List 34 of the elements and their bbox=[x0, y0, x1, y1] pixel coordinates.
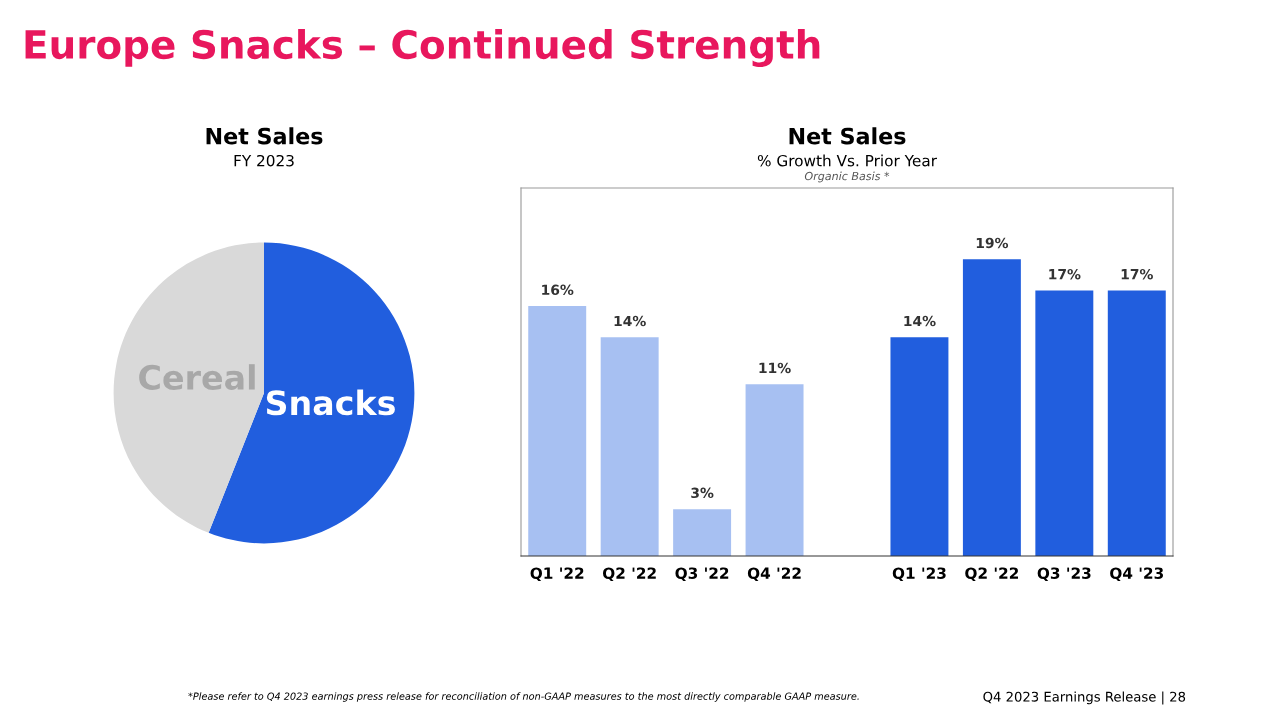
x-tick-label: Q4 '22 bbox=[747, 567, 801, 581]
bar bbox=[745, 384, 804, 556]
x-tick-label: Q1 '22 bbox=[530, 567, 584, 581]
text: *Please refer to Q4 2023 earnings press release for reconciliation of non-GAAP measures to the most directly comparable GAAP measure. bbox=[188, 692, 859, 702]
data-label: 17% bbox=[1049, 268, 1081, 280]
x-tick-label: Q3 '22 bbox=[675, 567, 729, 581]
chart-title: Net Sales bbox=[789, 127, 906, 145]
chart-title: Net Sales bbox=[206, 127, 323, 145]
data-label: 14% bbox=[614, 315, 646, 327]
data-label: 11% bbox=[759, 362, 791, 374]
data-label: 3% bbox=[691, 487, 714, 499]
x-tick-label: Q3 '23 bbox=[1037, 567, 1091, 581]
x-tick-label: Q1 '23 bbox=[892, 567, 946, 581]
x-tick-label: Q2 '22 bbox=[965, 567, 1018, 581]
data-label: 14% bbox=[904, 315, 936, 327]
bar bbox=[673, 509, 732, 556]
x-tick-label: Q4 '23 bbox=[1110, 567, 1163, 581]
bar bbox=[890, 337, 949, 556]
x-tick-label: Q2 '22 bbox=[602, 567, 656, 581]
bar bbox=[600, 337, 659, 556]
bar bbox=[962, 259, 1021, 556]
slice-label: Snacks bbox=[266, 389, 395, 416]
text: Organic Basis * bbox=[804, 171, 890, 183]
bar bbox=[1035, 290, 1094, 556]
text: Europe Snacks – Continued Strength bbox=[25, 29, 820, 67]
chart-subtitle: % Growth Vs. Prior Year bbox=[757, 154, 937, 167]
data-label: 16% bbox=[542, 284, 574, 296]
bar bbox=[528, 306, 587, 556]
bar bbox=[1107, 290, 1166, 556]
pie-slice bbox=[113, 242, 264, 533]
text: Q4 2023 Earnings Release | 28 bbox=[983, 691, 1186, 705]
data-label: 17% bbox=[1121, 268, 1153, 280]
chart-subtitle: FY 2023 bbox=[234, 154, 294, 167]
data-label: 19% bbox=[976, 237, 1009, 249]
